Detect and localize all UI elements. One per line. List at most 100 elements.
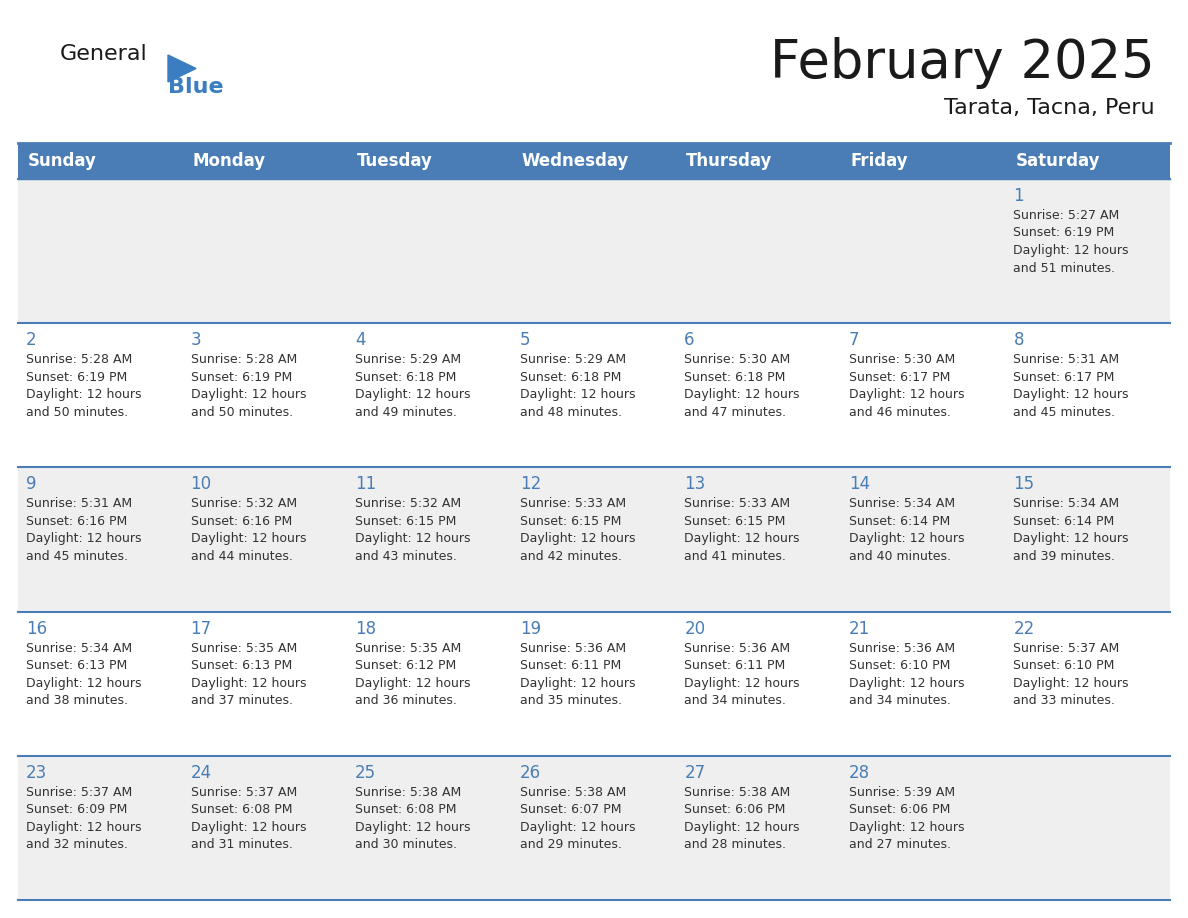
Text: and 30 minutes.: and 30 minutes. (355, 838, 457, 851)
Text: General: General (61, 44, 147, 64)
Text: 26: 26 (519, 764, 541, 782)
Text: Daylight: 12 hours: Daylight: 12 hours (26, 677, 141, 689)
Text: Daylight: 12 hours: Daylight: 12 hours (1013, 677, 1129, 689)
Text: 5: 5 (519, 331, 530, 349)
Text: and 32 minutes.: and 32 minutes. (26, 838, 128, 851)
Text: Sunrise: 5:28 AM: Sunrise: 5:28 AM (26, 353, 132, 366)
Text: Sunset: 6:18 PM: Sunset: 6:18 PM (519, 371, 621, 384)
Bar (676, 179, 841, 323)
Bar (841, 611, 1005, 756)
Text: Sunrise: 5:31 AM: Sunrise: 5:31 AM (26, 498, 132, 510)
Text: Sunset: 6:10 PM: Sunset: 6:10 PM (1013, 659, 1114, 672)
Bar (347, 323, 512, 467)
Text: Sunset: 6:16 PM: Sunset: 6:16 PM (26, 515, 127, 528)
Text: Daylight: 12 hours: Daylight: 12 hours (849, 532, 965, 545)
Text: Sunset: 6:16 PM: Sunset: 6:16 PM (190, 515, 292, 528)
Text: Daylight: 12 hours: Daylight: 12 hours (519, 821, 636, 834)
Text: 4: 4 (355, 331, 366, 349)
Text: and 34 minutes.: and 34 minutes. (684, 694, 786, 707)
Text: 10: 10 (190, 476, 211, 493)
Text: 8: 8 (1013, 331, 1024, 349)
Bar (841, 323, 1005, 467)
Bar (676, 143, 841, 179)
Text: 24: 24 (190, 764, 211, 782)
Bar (1005, 323, 1170, 467)
Bar (841, 756, 1005, 900)
Text: Sunset: 6:07 PM: Sunset: 6:07 PM (519, 803, 621, 816)
Bar (347, 756, 512, 900)
Text: and 42 minutes.: and 42 minutes. (519, 550, 621, 563)
Text: and 46 minutes.: and 46 minutes. (849, 406, 950, 419)
Text: Daylight: 12 hours: Daylight: 12 hours (190, 821, 307, 834)
Bar (676, 323, 841, 467)
Text: and 47 minutes.: and 47 minutes. (684, 406, 786, 419)
Text: and 33 minutes.: and 33 minutes. (1013, 694, 1116, 707)
Text: Daylight: 12 hours: Daylight: 12 hours (26, 532, 141, 545)
Text: 2: 2 (26, 331, 37, 349)
Bar (1005, 756, 1170, 900)
Text: 27: 27 (684, 764, 706, 782)
Text: and 35 minutes.: and 35 minutes. (519, 694, 621, 707)
Text: Sunset: 6:06 PM: Sunset: 6:06 PM (684, 803, 785, 816)
Text: Daylight: 12 hours: Daylight: 12 hours (684, 677, 800, 689)
Bar (1005, 467, 1170, 611)
Text: Sunrise: 5:38 AM: Sunrise: 5:38 AM (684, 786, 790, 799)
Text: Sunset: 6:17 PM: Sunset: 6:17 PM (849, 371, 950, 384)
Text: Saturday: Saturday (1016, 152, 1100, 170)
Text: and 44 minutes.: and 44 minutes. (190, 550, 292, 563)
Text: Sunrise: 5:33 AM: Sunrise: 5:33 AM (684, 498, 790, 510)
Text: Sunset: 6:19 PM: Sunset: 6:19 PM (1013, 227, 1114, 240)
Text: 7: 7 (849, 331, 859, 349)
Text: Sunset: 6:12 PM: Sunset: 6:12 PM (355, 659, 456, 672)
Bar (183, 611, 347, 756)
Text: Sunset: 6:18 PM: Sunset: 6:18 PM (684, 371, 785, 384)
Text: Sunset: 6:09 PM: Sunset: 6:09 PM (26, 803, 127, 816)
Text: 6: 6 (684, 331, 695, 349)
Bar (676, 756, 841, 900)
Text: 9: 9 (26, 476, 37, 493)
Text: Daylight: 12 hours: Daylight: 12 hours (849, 388, 965, 401)
Text: Sunrise: 5:32 AM: Sunrise: 5:32 AM (355, 498, 461, 510)
Text: Sunset: 6:15 PM: Sunset: 6:15 PM (355, 515, 456, 528)
Bar (18, 467, 183, 611)
Text: Tuesday: Tuesday (358, 152, 432, 170)
Text: Wednesday: Wednesday (522, 152, 630, 170)
Text: Sunrise: 5:36 AM: Sunrise: 5:36 AM (519, 642, 626, 655)
Text: Sunset: 6:15 PM: Sunset: 6:15 PM (684, 515, 785, 528)
Text: Sunrise: 5:34 AM: Sunrise: 5:34 AM (849, 498, 955, 510)
Text: Thursday: Thursday (687, 152, 772, 170)
Text: Daylight: 12 hours: Daylight: 12 hours (849, 677, 965, 689)
Text: 20: 20 (684, 620, 706, 638)
Text: Daylight: 12 hours: Daylight: 12 hours (190, 677, 307, 689)
Text: Sunrise: 5:38 AM: Sunrise: 5:38 AM (519, 786, 626, 799)
Text: Sunset: 6:11 PM: Sunset: 6:11 PM (684, 659, 785, 672)
Text: Daylight: 12 hours: Daylight: 12 hours (1013, 388, 1129, 401)
Text: Daylight: 12 hours: Daylight: 12 hours (190, 388, 307, 401)
Bar (183, 179, 347, 323)
Bar (1005, 611, 1170, 756)
Text: Daylight: 12 hours: Daylight: 12 hours (355, 677, 470, 689)
Text: Sunrise: 5:36 AM: Sunrise: 5:36 AM (849, 642, 955, 655)
Text: Blue: Blue (168, 77, 223, 97)
Text: Sunrise: 5:39 AM: Sunrise: 5:39 AM (849, 786, 955, 799)
Text: 25: 25 (355, 764, 377, 782)
Text: 17: 17 (190, 620, 211, 638)
Text: Daylight: 12 hours: Daylight: 12 hours (1013, 244, 1129, 257)
Text: Daylight: 12 hours: Daylight: 12 hours (26, 388, 141, 401)
Text: Sunrise: 5:30 AM: Sunrise: 5:30 AM (684, 353, 790, 366)
Text: Daylight: 12 hours: Daylight: 12 hours (1013, 532, 1129, 545)
Text: Sunrise: 5:28 AM: Sunrise: 5:28 AM (190, 353, 297, 366)
Text: Sunday: Sunday (29, 152, 97, 170)
Text: and 41 minutes.: and 41 minutes. (684, 550, 786, 563)
Text: Sunrise: 5:38 AM: Sunrise: 5:38 AM (355, 786, 461, 799)
Text: Sunrise: 5:34 AM: Sunrise: 5:34 AM (1013, 498, 1119, 510)
Text: Sunset: 6:13 PM: Sunset: 6:13 PM (190, 659, 292, 672)
Text: 15: 15 (1013, 476, 1035, 493)
Text: Sunset: 6:18 PM: Sunset: 6:18 PM (355, 371, 456, 384)
Bar (512, 467, 676, 611)
Text: Daylight: 12 hours: Daylight: 12 hours (190, 532, 307, 545)
Text: Sunset: 6:14 PM: Sunset: 6:14 PM (849, 515, 950, 528)
Text: Sunset: 6:10 PM: Sunset: 6:10 PM (849, 659, 950, 672)
Bar (841, 179, 1005, 323)
Text: 21: 21 (849, 620, 870, 638)
